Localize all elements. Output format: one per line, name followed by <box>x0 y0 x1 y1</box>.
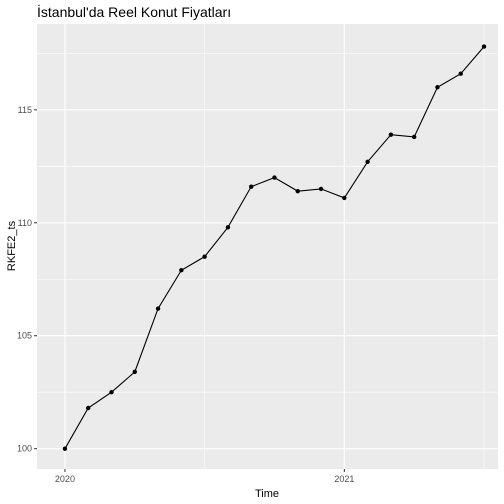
data-point <box>295 188 300 194</box>
data-point <box>132 369 137 375</box>
data-point <box>458 71 463 76</box>
data-point <box>272 175 277 180</box>
data-point <box>62 446 68 451</box>
data-point <box>179 268 184 273</box>
data-point <box>388 132 394 137</box>
x-axis: 2020 2021 <box>55 469 354 484</box>
data-point <box>202 254 207 259</box>
x-axis-title: Time <box>255 488 279 500</box>
data-point <box>435 85 440 90</box>
grid-major <box>37 24 498 469</box>
x-tick-label: 2020 <box>55 474 75 484</box>
data-point <box>411 134 417 140</box>
y-axis-title: RKFE2_ts <box>6 220 18 271</box>
data-point <box>86 405 91 411</box>
data-point <box>249 184 254 189</box>
y-tick-label: 115 <box>18 105 32 115</box>
y-tick-label: 110 <box>18 218 32 228</box>
y-axis: 100 105 110 115 <box>17 105 37 454</box>
plot-panel <box>37 24 498 469</box>
data-point <box>155 306 161 311</box>
y-tick-label: 100 <box>17 444 32 454</box>
data-point <box>481 44 487 49</box>
series-layer <box>62 44 487 451</box>
chart-title: İstanbul'da Reel Konut Fiyatları <box>37 3 231 20</box>
y-tick-label: 105 <box>17 331 32 341</box>
x-tick-label: 2021 <box>334 474 354 484</box>
data-point <box>109 389 114 395</box>
data-point <box>225 225 231 230</box>
data-point <box>365 159 370 164</box>
data-point <box>342 195 347 201</box>
data-point <box>318 186 324 192</box>
grid-minor <box>37 24 498 469</box>
